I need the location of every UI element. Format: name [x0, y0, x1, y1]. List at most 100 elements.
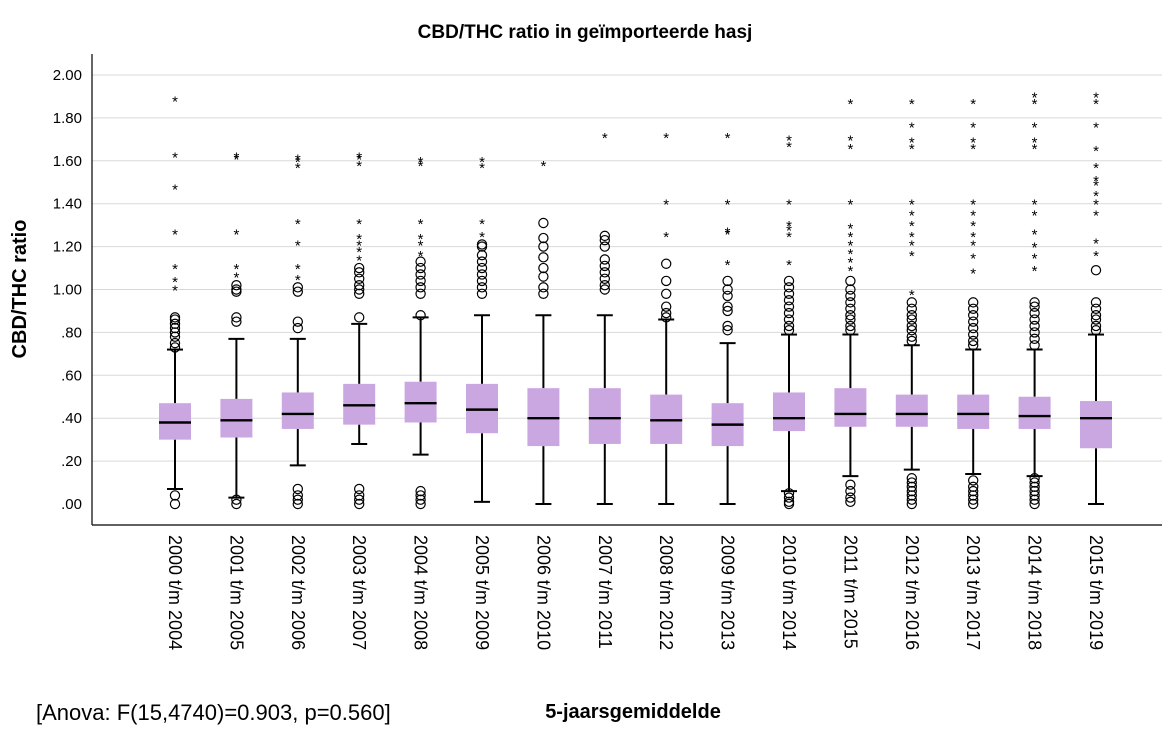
extreme-point: *: [847, 246, 853, 263]
outlier-point: [354, 494, 365, 505]
outlier-point: [292, 322, 303, 334]
box-group: *****: [711, 130, 744, 505]
outlier-point: [845, 303, 856, 315]
outlier-point: [354, 267, 365, 278]
outlier-point: [292, 494, 303, 505]
extreme-point: *: [909, 141, 915, 158]
outlier-point: [661, 312, 672, 323]
iqr-box: [773, 392, 805, 432]
outlier-point: [906, 494, 918, 505]
outlier-point: [968, 485, 979, 497]
outlier-point: [169, 498, 181, 510]
outlier-point: [169, 322, 181, 334]
outlier-point: [1029, 340, 1040, 351]
iqr-box: [588, 388, 621, 444]
y-tick-label: .00: [61, 496, 82, 513]
extreme-point: *: [847, 197, 853, 214]
outlier-point: [1029, 498, 1040, 510]
outlier-point: [1090, 314, 1102, 325]
outlier-point: [968, 490, 979, 501]
extreme-point: *: [847, 141, 853, 158]
extreme-point: *: [356, 244, 362, 261]
outlier-point: [906, 498, 918, 510]
extreme-point: *: [172, 150, 178, 167]
extreme-point: *: [909, 229, 915, 246]
extreme-point: *: [725, 257, 731, 274]
outlier-point: [415, 498, 426, 510]
extreme-point: *: [295, 237, 301, 254]
extreme-point: *: [295, 216, 301, 233]
outlier-point: [968, 297, 979, 308]
extreme-point: *: [356, 231, 362, 248]
outlier-point: [415, 282, 426, 293]
extreme-point: *: [909, 119, 915, 136]
outlier-point: [1029, 473, 1040, 484]
outlier-point: [661, 258, 672, 269]
outlier-point: [906, 481, 918, 493]
outlier-point: [783, 488, 795, 499]
extreme-point: *: [418, 237, 424, 254]
box-group: ****: [466, 154, 498, 503]
outlier-point: [1029, 327, 1040, 338]
extreme-point: *: [172, 227, 178, 244]
box-group: ******: [404, 154, 437, 510]
outlier-point: [1090, 264, 1102, 276]
extreme-point: *: [1032, 197, 1038, 214]
outlier-point: [292, 282, 303, 293]
extreme-point: *: [1032, 89, 1038, 106]
extreme-point: *: [1032, 134, 1038, 151]
outlier-point: [968, 329, 979, 340]
extreme-point: *: [847, 237, 853, 254]
extreme-point: *: [909, 237, 915, 254]
extreme-point: *: [970, 207, 976, 224]
outlier-point: [906, 473, 918, 484]
outlier-point: [599, 267, 611, 278]
outlier-point: [906, 477, 918, 488]
extreme-point: *: [970, 218, 976, 235]
box-group: *******: [281, 152, 314, 510]
outlier-point: [968, 494, 979, 505]
outlier-point: [292, 316, 303, 327]
outlier-point: [415, 310, 426, 321]
extreme-point: *: [233, 270, 239, 287]
extreme-point: *: [1093, 177, 1099, 194]
outlier-point: [292, 490, 303, 501]
outlier-point: [845, 314, 856, 325]
extreme-point: *: [295, 154, 301, 171]
extreme-point: *: [847, 255, 853, 272]
outlier-point: [906, 485, 918, 497]
x-tick-labels: 2000 t/m 2004 2001 t/m 2005 2002 t/m 2006 2…: [165, 535, 1106, 650]
y-tick-label: .60: [61, 367, 82, 384]
outlier-point: [169, 490, 181, 501]
outlier-point: [968, 475, 979, 486]
outlier-point: [968, 498, 979, 510]
x-tick-label: 2000 t/m 2004: [165, 535, 185, 650]
extreme-point: *: [786, 257, 792, 274]
outlier-point: [1090, 303, 1102, 315]
outlier-point: [292, 286, 303, 297]
extreme-point: *: [1093, 188, 1099, 205]
extreme-point: *: [1032, 240, 1038, 257]
iqr-box: [957, 394, 990, 429]
x-tick-label: 2001 t/m 2005: [226, 535, 246, 650]
extreme-point: *: [786, 132, 792, 149]
extreme-point: *: [786, 139, 792, 156]
outlier-point: [354, 273, 365, 284]
outlier-point: [476, 256, 488, 267]
outlier-point: [415, 490, 426, 501]
extreme-point: *: [725, 130, 731, 147]
box-group: ********: [343, 150, 376, 510]
outlier-point: [354, 280, 365, 291]
extreme-point: *: [970, 96, 976, 113]
box-group: ************: [1080, 89, 1112, 505]
outlier-point: [783, 320, 795, 332]
extreme-point: *: [356, 237, 362, 254]
box-series: ************************************* ***…: [159, 89, 1112, 510]
extreme-point: *: [172, 274, 178, 291]
outlier-point: [599, 230, 611, 242]
outlier-point: [599, 234, 611, 246]
outlier-point: [968, 481, 979, 493]
extreme-point: *: [970, 134, 976, 151]
extreme-point: *: [786, 197, 792, 214]
outlier-point: [906, 297, 918, 308]
